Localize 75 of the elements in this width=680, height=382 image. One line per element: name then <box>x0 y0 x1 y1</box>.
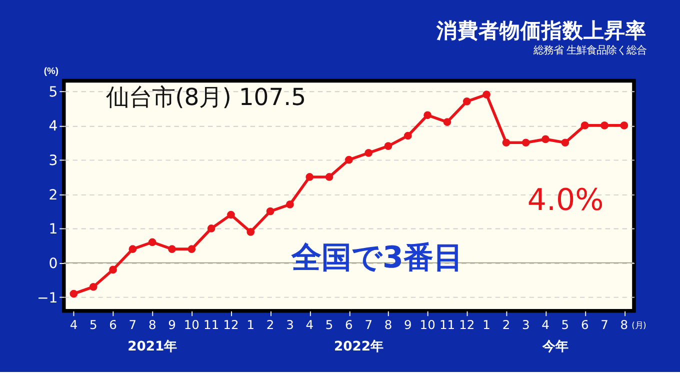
chart-subtitle: 総務省 生鮮食品除く総合 <box>532 44 647 57</box>
x-tick-label: 3 <box>522 318 530 332</box>
x-tick-label: 2 <box>502 318 510 332</box>
y-tick-label: 5 <box>48 84 58 100</box>
x-tick-label: 6 <box>345 318 353 332</box>
point <box>462 97 471 106</box>
point <box>109 266 117 274</box>
x-tick-label: 8 <box>620 318 628 332</box>
x-tick-label: 3 <box>286 318 294 332</box>
point <box>246 228 255 236</box>
x-tick-label: 5 <box>325 318 334 332</box>
point <box>148 238 156 246</box>
x-tick-label: 8 <box>148 318 156 332</box>
x-tick-label: 4 <box>306 318 314 332</box>
x-tick-label: 10 <box>184 318 200 332</box>
x-tick-label: 9 <box>168 318 176 332</box>
chart-title: 消費者物価指数上昇率 <box>436 18 647 43</box>
annotation: 全国で3番目 <box>290 240 464 276</box>
annotation: 仙台市(8月) 107.5 <box>106 83 306 112</box>
x-tick-label: 4 <box>70 318 78 332</box>
x-tick-label: 2 <box>266 318 274 332</box>
x-tick-label: 1 <box>482 318 490 332</box>
point <box>600 122 608 130</box>
point <box>325 173 334 181</box>
x-tick-label: 10 <box>420 318 436 332</box>
x-tick-label: 7 <box>600 318 608 332</box>
x-tick-label: 5 <box>89 318 98 332</box>
point <box>306 173 314 181</box>
y-tick-label: 4 <box>48 118 58 135</box>
point <box>364 149 373 157</box>
point <box>128 245 137 254</box>
y-axis-title: (%) <box>44 64 58 76</box>
x-tick-label: 11 <box>439 318 455 332</box>
point <box>561 138 570 147</box>
x-tick-label: 6 <box>109 318 117 332</box>
y-tick-label: −1 <box>36 290 58 306</box>
text: 2021年 <box>128 339 178 354</box>
x-tick-label: 12 <box>459 318 475 332</box>
point <box>188 245 196 254</box>
point <box>344 156 353 164</box>
point <box>70 290 78 298</box>
point <box>502 138 510 147</box>
point <box>424 111 432 120</box>
x-tick-label: 11 <box>204 318 220 332</box>
y-tick-label: 3 <box>48 152 58 169</box>
y-tick-label: 2 <box>48 187 58 204</box>
annotation: 4.0% <box>527 182 604 218</box>
x-tick-label: 5 <box>561 318 570 332</box>
point <box>482 90 490 98</box>
x-tick-label: 8 <box>384 318 392 332</box>
x-tick-label: 7 <box>128 318 137 332</box>
point <box>384 142 392 150</box>
point <box>580 122 589 130</box>
x-tick-label: 9 <box>404 318 412 332</box>
x-tick-label: 4 <box>542 318 550 332</box>
y-tick-label: 1 <box>48 222 58 238</box>
x-tick-label: 7 <box>364 318 372 332</box>
point <box>443 118 452 126</box>
text: 2022年 <box>334 339 384 354</box>
text: 今年 <box>541 339 568 354</box>
x-tick-label: 1 <box>246 318 255 332</box>
x-tick-label: 12 <box>223 318 239 332</box>
point <box>207 224 216 232</box>
x-tick-label: 6 <box>580 318 589 332</box>
point <box>522 138 530 147</box>
point <box>542 135 550 144</box>
point <box>168 245 176 254</box>
point <box>266 207 274 216</box>
point <box>227 210 235 219</box>
point <box>620 122 628 130</box>
x-axis-title: (月) <box>632 320 646 330</box>
point <box>89 282 98 291</box>
point <box>404 132 412 140</box>
y-tick-label: 0 <box>48 256 58 272</box>
point <box>286 200 294 208</box>
